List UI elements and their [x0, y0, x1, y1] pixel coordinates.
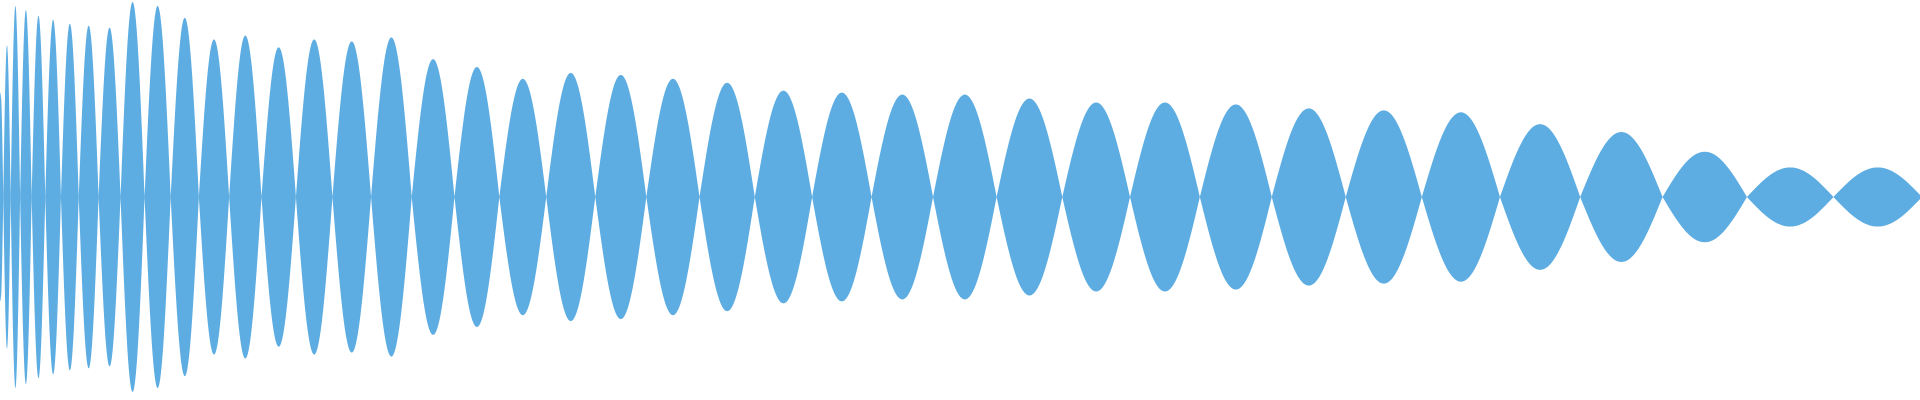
wave-lobe: [871, 94, 934, 300]
wave-lobe: [996, 98, 1063, 296]
wave-lobe: [1421, 112, 1500, 282]
wave-lobe: [1662, 151, 1747, 243]
wave-lobe: [295, 39, 333, 355]
wave-lobe: [31, 15, 46, 379]
wave-lobe: [595, 74, 647, 320]
wave-lobe: [1833, 167, 1920, 227]
wave-lobe: [499, 78, 547, 316]
wave-lobe: [933, 94, 997, 300]
wave-lobe: [3, 45, 11, 349]
wave-lobe: [754, 90, 813, 304]
wave-lobe: [1062, 102, 1131, 292]
wave-lobe: [144, 5, 171, 389]
wave-lobe: [20, 9, 32, 385]
wave-lobe: [1130, 102, 1200, 292]
wave-lobe: [229, 35, 262, 359]
wave-lobe: [699, 82, 755, 312]
wave-lobe: [454, 66, 500, 328]
wave-lobe: [98, 27, 121, 367]
wave-lobe: [1345, 110, 1422, 284]
wave-lobe: [170, 17, 199, 377]
wave-lobe: [646, 78, 700, 316]
wave-lobe: [60, 23, 79, 371]
wave-lobe: [1499, 124, 1581, 270]
wave-lobe: [198, 39, 230, 355]
wave-lobe: [0, 92, 4, 302]
wave-lobe: [1271, 108, 1346, 286]
wave-lobe: [332, 41, 372, 353]
wave-lobe: [10, 5, 21, 389]
wave-lobe: [261, 47, 296, 347]
wave-lobe: [1199, 104, 1272, 290]
wave-lobe: [546, 72, 596, 322]
wave-lobe: [78, 25, 99, 369]
wave-lobe: [812, 92, 872, 302]
wave-lobe: [1580, 131, 1663, 263]
wave-lobe: [371, 37, 412, 357]
wave-lobe: [120, 1, 145, 393]
wave-lobe: [411, 59, 455, 335]
wave-lobe: [1746, 167, 1834, 227]
wave-lobe: [45, 19, 61, 375]
